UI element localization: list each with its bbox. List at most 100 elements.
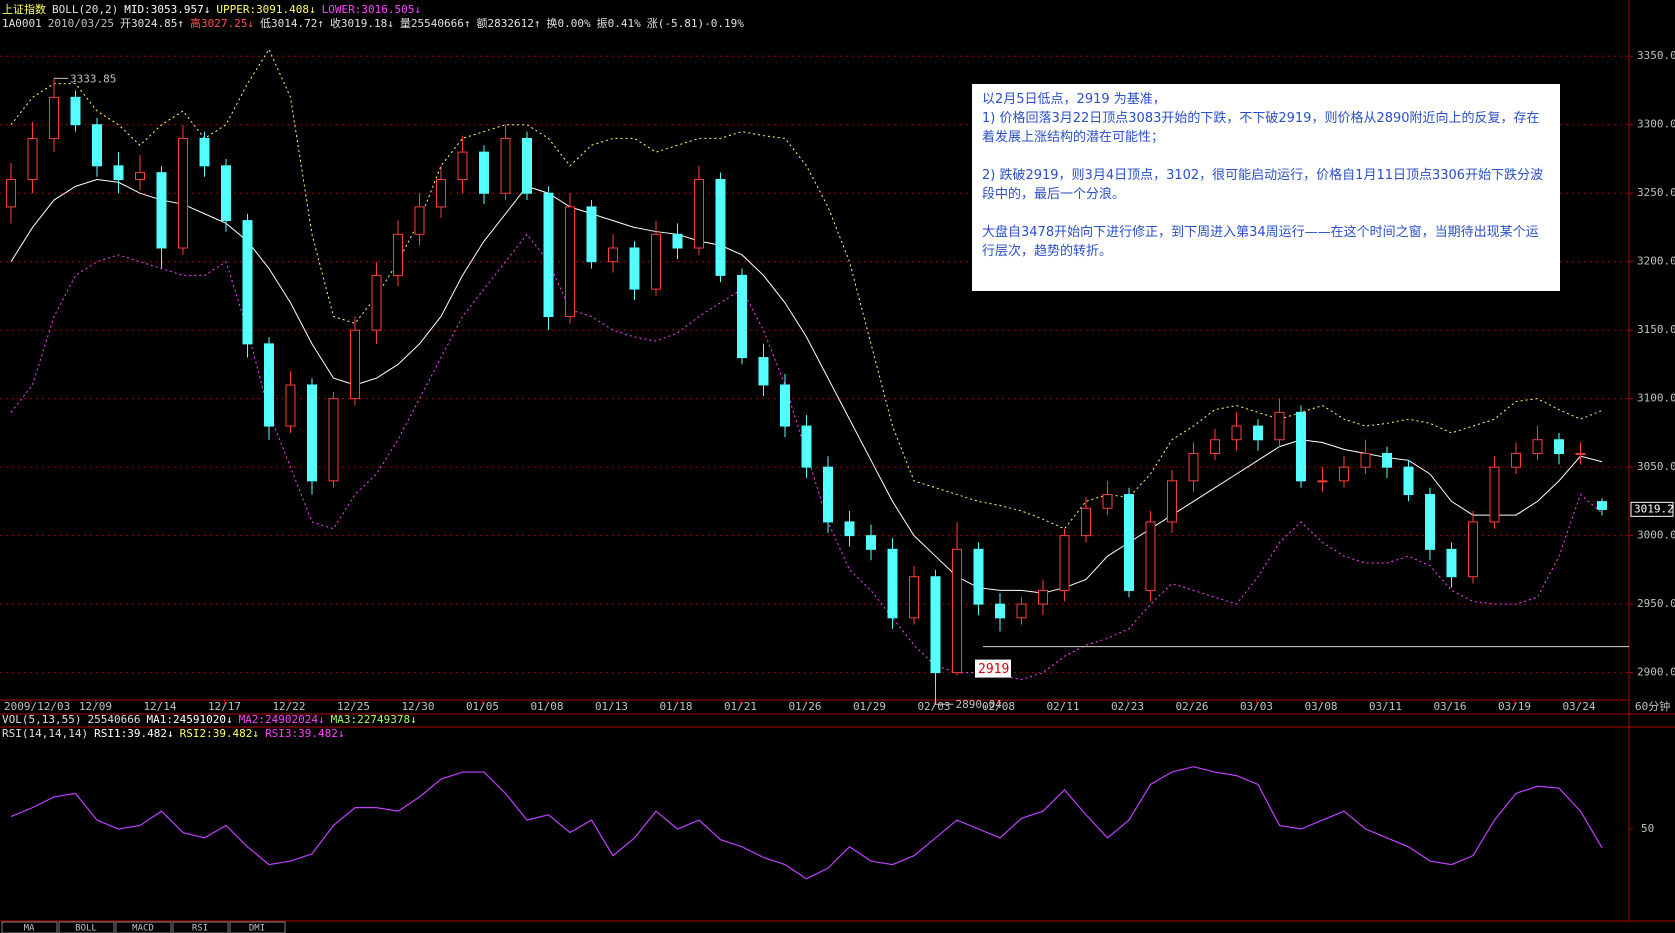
y-tick-label: 3200.0 bbox=[1637, 255, 1675, 268]
line bbox=[10, 179, 1603, 594]
tab[interactable] bbox=[115, 921, 172, 933]
x-tick-label: 12/09 bbox=[79, 700, 112, 713]
candle-body bbox=[1511, 452, 1521, 468]
tab-label: BOLL bbox=[75, 924, 97, 933]
candle-body bbox=[436, 179, 446, 208]
candle-body bbox=[1554, 439, 1564, 454]
header-item: 振0.41% bbox=[597, 16, 641, 30]
tab[interactable] bbox=[172, 921, 229, 933]
header-item: 量25540666↑ bbox=[400, 17, 471, 30]
candle-body bbox=[887, 548, 898, 619]
x-tick-label: 02/26 bbox=[1175, 700, 1208, 713]
candle-body bbox=[694, 179, 704, 249]
x-tick-label: 01/05 bbox=[466, 700, 499, 713]
last-price-label: 3019.2 bbox=[1634, 502, 1674, 515]
header-item: 额2832612↑ bbox=[477, 17, 541, 30]
tab[interactable] bbox=[229, 921, 286, 933]
candle-body bbox=[1188, 452, 1199, 482]
x-tick-label: 12/17 bbox=[208, 700, 241, 713]
header-item: MA3:22749378↓ bbox=[331, 713, 417, 726]
header-item: RSI2:39.482↓ bbox=[180, 727, 259, 740]
x-tick-label: 01/26 bbox=[788, 700, 821, 713]
candle-body bbox=[479, 151, 489, 194]
y-tick-label: 3250.0 bbox=[1637, 186, 1675, 199]
candle-body bbox=[27, 137, 38, 181]
candle-body bbox=[1210, 439, 1220, 454]
candle-body bbox=[328, 398, 339, 482]
tab[interactable] bbox=[58, 921, 115, 933]
candle-body bbox=[393, 233, 403, 276]
candle-body bbox=[823, 466, 833, 523]
header-item: MA2:24902024↓ bbox=[239, 713, 325, 726]
y-tick-label: 2900.0 bbox=[1637, 666, 1675, 679]
tab-label: MA bbox=[24, 924, 35, 933]
candle-body bbox=[737, 274, 747, 359]
candle-body bbox=[909, 576, 919, 619]
x-tick-label: 12/25 bbox=[337, 700, 370, 713]
y-tick-label: 2950.0 bbox=[1637, 597, 1675, 610]
x-tick-label: 02/08 bbox=[982, 700, 1015, 713]
candle-body bbox=[1360, 452, 1371, 468]
candle-body bbox=[1145, 521, 1156, 591]
candle-body bbox=[1468, 521, 1478, 578]
candle-body bbox=[1016, 603, 1027, 619]
candle-body bbox=[629, 247, 640, 290]
x-tick-label: 02/03 bbox=[917, 700, 950, 713]
candle-body bbox=[1425, 494, 1435, 550]
period-label: 60分钟 bbox=[1635, 699, 1670, 713]
x-tick-label: 12/14 bbox=[143, 700, 176, 713]
candle-body bbox=[371, 274, 382, 331]
header-item: 涨(-5.81)-0.19% bbox=[647, 17, 744, 30]
min-label: 2890.04 bbox=[956, 698, 1003, 711]
candle-body bbox=[414, 206, 425, 235]
y-tick-label: 3100.0 bbox=[1637, 392, 1675, 405]
candle-body bbox=[672, 233, 683, 249]
candle-body bbox=[6, 179, 16, 208]
header-item: MID:3053.957↓ bbox=[124, 3, 210, 16]
note-paragraph: 大盘自3478开始向下进行修正，到下周进入第34周运行——在这个时间之窗，当期待… bbox=[982, 225, 1539, 259]
tab-label: DMI bbox=[249, 924, 265, 933]
tab[interactable] bbox=[1, 921, 58, 933]
x-tick-label: 12/30 bbox=[401, 700, 434, 713]
note-paragraph: 2) 跌破2919，则3月4日顶点，3102，很可能启动运行，价格自1月11日顶… bbox=[982, 168, 1544, 202]
candle-body bbox=[715, 179, 726, 276]
candle-body bbox=[543, 192, 554, 317]
candle-body bbox=[1038, 589, 1048, 605]
header-item: LOWER:3016.505↓ bbox=[322, 3, 421, 16]
candle-body bbox=[1102, 494, 1113, 509]
candle-body bbox=[522, 137, 532, 194]
x-tick-label: 12/22 bbox=[272, 700, 305, 713]
candle-body bbox=[49, 96, 59, 139]
x-tick-label: 03/11 bbox=[1369, 700, 1402, 713]
x-tick-label: 03/08 bbox=[1304, 700, 1337, 713]
candle-body bbox=[307, 384, 317, 482]
candle-body bbox=[1575, 452, 1586, 455]
header-item: 上证指数 bbox=[2, 2, 46, 16]
candle-body bbox=[156, 172, 167, 249]
x-tick-label: 02/23 bbox=[1111, 700, 1144, 713]
candle-body bbox=[1382, 452, 1392, 468]
header-item: 换0.00% bbox=[547, 16, 591, 30]
candle-body bbox=[1274, 411, 1285, 441]
candle-body bbox=[264, 343, 274, 427]
candle-body bbox=[608, 247, 618, 263]
header-item: VOL(5,13,55) bbox=[2, 713, 81, 726]
y-tick-label: 3000.0 bbox=[1637, 529, 1675, 542]
candle-body bbox=[242, 220, 253, 345]
y-tick-label: 3050.0 bbox=[1637, 460, 1675, 473]
candle-body bbox=[1059, 535, 1070, 591]
y-tick-label: 3300.0 bbox=[1637, 118, 1675, 131]
support-label: 2919 bbox=[978, 662, 1009, 677]
candle-body bbox=[758, 357, 769, 386]
candle-body bbox=[1253, 425, 1263, 441]
candle-body bbox=[199, 137, 210, 167]
x-tick-label: 03/24 bbox=[1562, 700, 1595, 713]
header-item: RSI3:39.482↓ bbox=[265, 727, 344, 740]
candle-body bbox=[1317, 480, 1328, 483]
header-item: 收3019.18↓ bbox=[330, 16, 394, 30]
candle-body bbox=[70, 96, 81, 126]
header-item: 25540666 bbox=[87, 713, 140, 726]
header-line: 1A0001 2010/03/25 开3024.85↑ 高3027.25↓ 低3014.… bbox=[2, 16, 744, 30]
candle-body bbox=[995, 603, 1005, 619]
